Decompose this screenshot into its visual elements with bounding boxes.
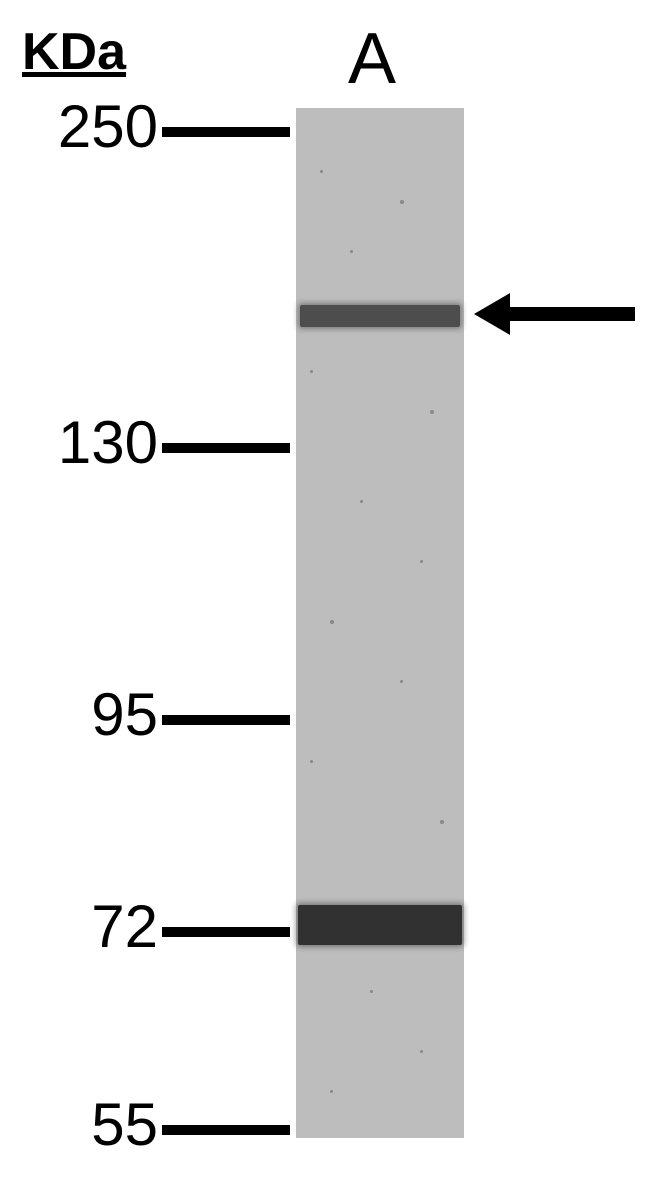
band-0 xyxy=(300,305,460,327)
arrow-head-icon xyxy=(474,293,510,335)
mw-label-130: 130 xyxy=(0,408,158,477)
blot-lane xyxy=(296,108,464,1138)
mw-tick-130 xyxy=(162,443,290,453)
noise-dot xyxy=(420,560,423,563)
noise-dot xyxy=(330,620,334,624)
noise-dot xyxy=(370,990,373,993)
mw-tick-55 xyxy=(162,1125,290,1135)
mw-tick-250 xyxy=(162,127,290,137)
mw-tick-72 xyxy=(162,927,290,937)
noise-dot xyxy=(420,1050,423,1053)
noise-dot xyxy=(310,760,313,763)
western-blot-figure: KDa A 250 130 95 72 55 xyxy=(0,0,650,1193)
noise-dot xyxy=(400,680,403,683)
noise-dot xyxy=(350,250,353,253)
noise-dot xyxy=(310,370,313,373)
noise-dot xyxy=(330,1090,333,1093)
band-1 xyxy=(298,905,462,945)
noise-dot xyxy=(440,820,444,824)
unit-label: KDa xyxy=(22,22,126,82)
mw-label-250: 250 xyxy=(0,92,158,161)
mw-label-55: 55 xyxy=(0,1090,158,1159)
mw-tick-95 xyxy=(162,715,290,725)
lane-a-label: A xyxy=(348,18,396,100)
arrow-shaft xyxy=(510,307,635,321)
noise-dot xyxy=(320,170,323,173)
mw-label-72: 72 xyxy=(0,892,158,961)
noise-dot xyxy=(430,410,434,414)
noise-dot xyxy=(360,500,363,503)
noise-dot xyxy=(400,200,404,204)
mw-label-95: 95 xyxy=(0,680,158,749)
